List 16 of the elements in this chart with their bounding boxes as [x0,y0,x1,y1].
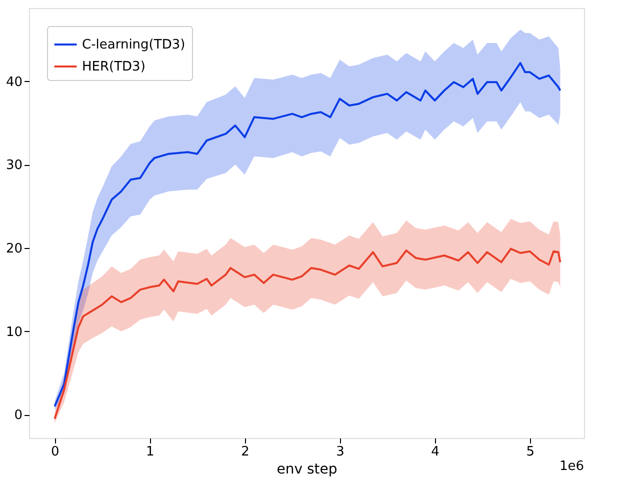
y-tick-label: 10 [6,324,22,340]
x-tick-label: 3 [336,444,344,460]
y-tick-label: 40 [6,74,22,90]
x-tick-label: 5 [526,444,534,460]
x-tick-label: 2 [241,444,250,460]
y-tick-label: 30 [6,158,22,174]
x-tick-label: 1 [146,444,154,460]
y-tick-label: 20 [6,242,22,256]
x-tick-label: 0 [51,444,60,460]
legend-label: C-learning(TD3) [82,38,186,52]
legend-label: HER(TD3) [82,60,146,74]
x-tick-label: 4 [431,444,440,460]
y-tick-label: 0 [14,408,22,424]
text: 1e6 [559,459,584,474]
x-axis-title: env step [276,462,338,478]
line-series [54,248,562,420]
